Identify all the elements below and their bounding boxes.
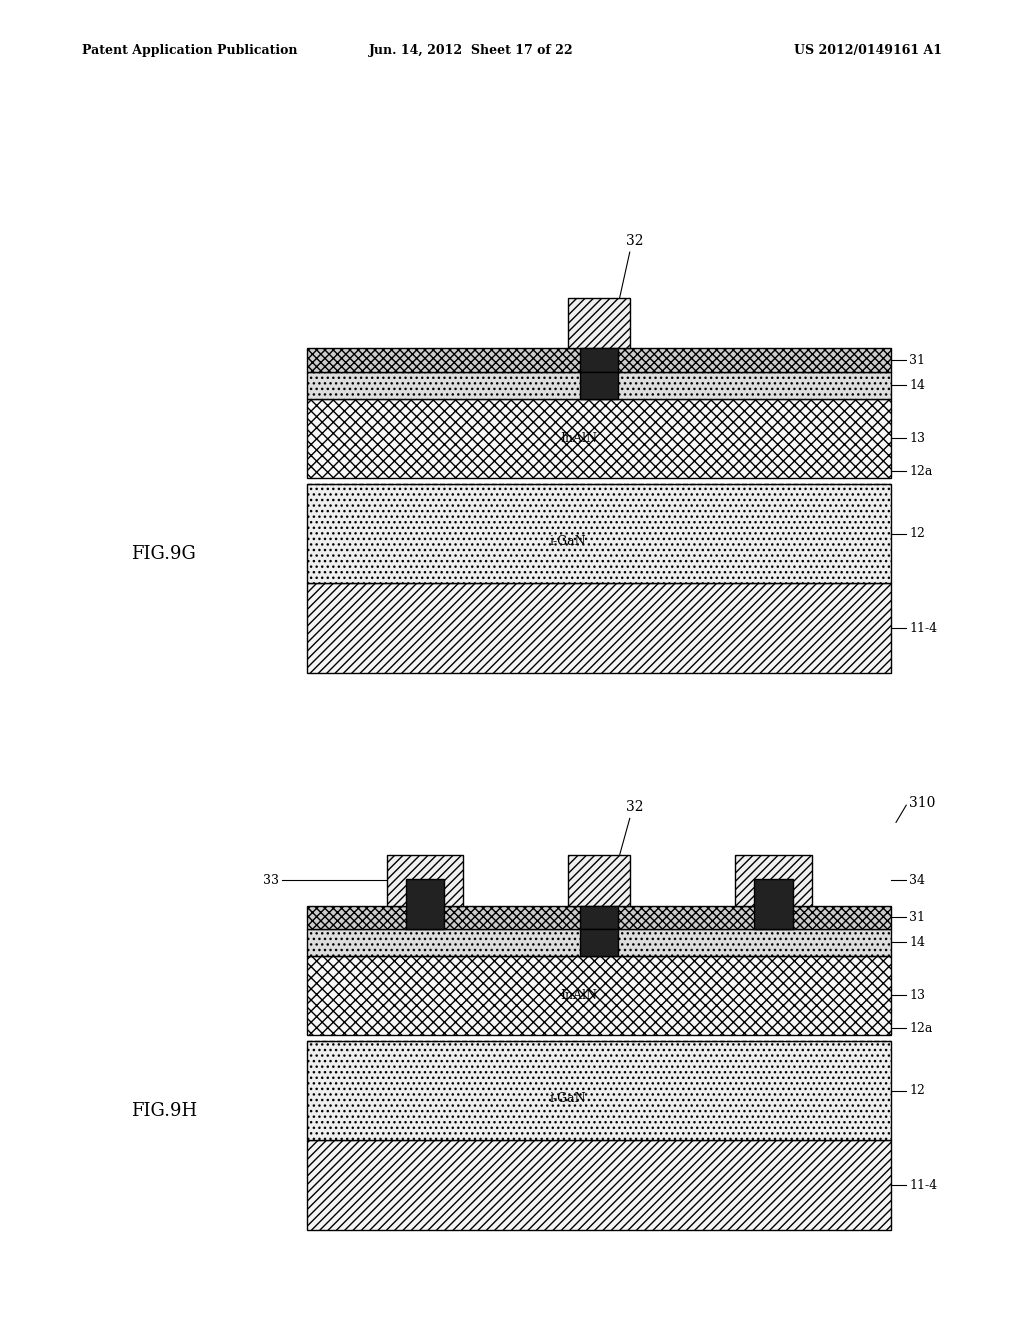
Bar — [307, 348, 891, 372]
Text: 13: 13 — [909, 989, 926, 1002]
Text: FIG.9G: FIG.9G — [131, 545, 197, 562]
Bar — [307, 956, 891, 1035]
Text: 31: 31 — [909, 911, 926, 924]
Text: i-GaN: i-GaN — [550, 536, 587, 548]
Bar — [580, 372, 618, 399]
Text: 31: 31 — [909, 354, 926, 367]
Text: InAlN: InAlN — [560, 989, 597, 1002]
Text: 34: 34 — [909, 874, 926, 887]
Text: 14: 14 — [909, 379, 926, 392]
Bar — [387, 855, 463, 906]
Text: 12: 12 — [909, 528, 926, 540]
Bar — [580, 906, 618, 929]
Text: 12: 12 — [909, 1085, 926, 1097]
Text: i-GaN: i-GaN — [550, 1093, 587, 1105]
Bar — [580, 348, 618, 372]
Text: US 2012/0149161 A1: US 2012/0149161 A1 — [794, 44, 942, 57]
Bar — [307, 583, 891, 673]
Bar — [307, 1140, 891, 1230]
Text: 310: 310 — [909, 796, 936, 809]
Bar — [735, 855, 811, 906]
Bar — [307, 399, 891, 478]
Text: 32: 32 — [626, 800, 644, 814]
Bar — [307, 372, 891, 399]
Text: 32: 32 — [626, 234, 644, 248]
Text: 12a: 12a — [909, 465, 933, 478]
Text: InAlN: InAlN — [560, 432, 597, 445]
Bar — [580, 929, 618, 956]
Bar — [307, 906, 891, 929]
Text: 33: 33 — [262, 874, 279, 887]
Text: Jun. 14, 2012  Sheet 17 of 22: Jun. 14, 2012 Sheet 17 of 22 — [369, 44, 573, 57]
Bar — [568, 855, 630, 906]
Bar — [568, 298, 630, 348]
Bar — [307, 484, 891, 583]
Text: FIG.9H: FIG.9H — [131, 1102, 197, 1119]
Bar — [307, 1041, 891, 1140]
Text: 12a: 12a — [909, 1022, 933, 1035]
Text: 11-4: 11-4 — [909, 1179, 937, 1192]
Bar — [406, 879, 444, 929]
Bar — [754, 879, 793, 929]
Text: 13: 13 — [909, 432, 926, 445]
Bar — [307, 929, 891, 956]
Text: 14: 14 — [909, 936, 926, 949]
Text: Patent Application Publication: Patent Application Publication — [82, 44, 297, 57]
Text: 11-4: 11-4 — [909, 622, 937, 635]
